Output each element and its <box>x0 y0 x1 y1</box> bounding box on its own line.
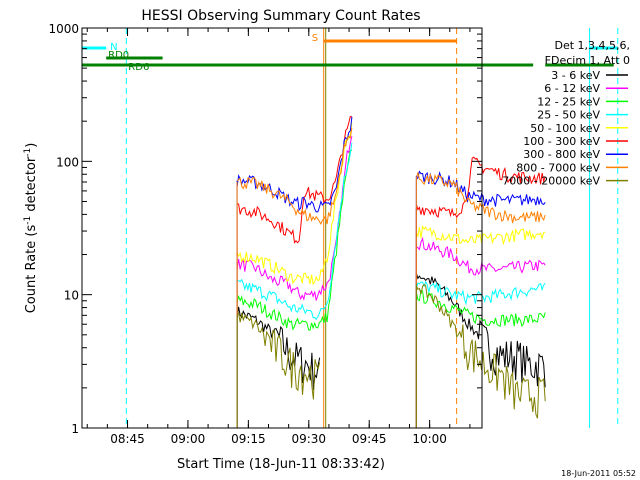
y-tick-label-3: 1000 <box>48 22 79 36</box>
series-line-3-seg1 <box>236 142 353 321</box>
y-axis-label-sup2: -1 <box>23 148 33 157</box>
x-tick-label-5: 10:00 <box>412 432 447 446</box>
series-line-6-seg1 <box>236 116 353 213</box>
x-tick-label-2: 09:15 <box>231 432 266 446</box>
series-line-8-seg1 <box>236 312 321 400</box>
state-label-rd0: RD0 <box>108 50 129 61</box>
series-line-5-seg2 <box>415 156 546 219</box>
legend-label-3: 25 - 50 keV <box>537 109 600 122</box>
series-line-1-seg2 <box>416 236 546 276</box>
y-tick-label-1: 10 <box>64 289 79 303</box>
legend-label-6: 300 - 800 keV <box>523 148 600 161</box>
x-tick-label-3: 09:30 <box>291 432 326 446</box>
y-tick-label-2: 100 <box>56 155 79 169</box>
series-line-1-seg1 <box>236 136 353 301</box>
legend: Det 1,3,4,5,6, FDecim 1, Att 0 3 - 6 keV… <box>502 39 630 188</box>
axis-ticks: 08:45 09:00 09:15 09:30 09:45 10:00 1 10 100 1000 <box>48 22 482 446</box>
series-line-7-seg2 <box>415 172 546 224</box>
plot-frame <box>81 27 483 429</box>
series-line-0-seg2 <box>415 272 546 388</box>
series-line-4-seg1 <box>236 122 353 286</box>
legend-label-8: 7000 - 20000 keV <box>502 175 600 188</box>
legend-label-7: 800 - 7000 keV <box>516 161 600 174</box>
y-tick-label-0: 1 <box>71 422 79 436</box>
y-axis-label-mid: detector <box>24 156 39 216</box>
series-line-2-seg1 <box>236 149 352 332</box>
y-axis-label-suffix: ) <box>24 143 39 148</box>
series-line-4-seg2 <box>415 225 546 246</box>
legend-header-line1: Det 1,3,4,5,6, <box>554 39 630 52</box>
y-axis-label-prefix: Count Rate (s <box>24 225 39 314</box>
x-tick-label-1: 09:00 <box>171 432 206 446</box>
legend-label-1: 6 - 12 keV <box>544 82 600 95</box>
legend-header-line2: FDecim 1, Att 0 <box>545 54 630 67</box>
x-tick-label-0: 08:45 <box>110 432 145 446</box>
series-line-0-seg1 <box>236 306 321 391</box>
state-label-n: N <box>110 42 117 53</box>
legend-label-0: 3 - 6 keV <box>551 69 600 82</box>
x-tick-label-4: 09:45 <box>352 432 387 446</box>
series-line-8-seg2 <box>415 283 546 419</box>
state-label-rd6: RD6 <box>128 62 149 73</box>
legend-label-4: 50 - 100 keV <box>530 122 600 135</box>
series-line-5-seg1 <box>237 116 352 244</box>
legend-label-5: 100 - 300 keV <box>523 135 600 148</box>
state-label-s: S <box>312 33 318 44</box>
series-line-6-seg2 <box>415 170 546 207</box>
chart-title: HESSI Observing Summary Count Rates <box>141 8 420 24</box>
series-line-7-seg1 <box>236 127 353 226</box>
y-axis-label-sup1: -1 <box>23 216 33 225</box>
timestamp: 18-Jun-2011 05:52 <box>561 469 636 478</box>
y-axis-label: Count Rate (s-1 detector-1) <box>23 143 39 314</box>
legend-label-2: 12 - 25 keV <box>537 95 600 108</box>
x-axis-label: Start Time (18-Jun-11 08:33:42) <box>177 457 385 472</box>
